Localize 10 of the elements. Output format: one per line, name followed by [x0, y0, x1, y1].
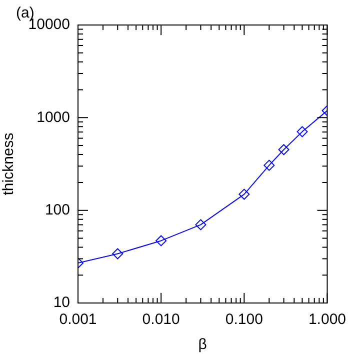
x-tick-label: 0.001: [59, 311, 97, 328]
x-tick-label: 0.100: [225, 311, 263, 328]
y-tick-label: 100: [44, 201, 70, 218]
x-tick-label: 0.010: [142, 311, 180, 328]
y-tick-label: 10: [53, 294, 70, 312]
y-tick-label: 1000: [36, 108, 70, 126]
x-tick-label: 1.000: [308, 311, 346, 328]
y-axis-title: thickness: [0, 132, 18, 196]
text: (a): [16, 4, 34, 22]
x-axis-title: β: [198, 336, 208, 354]
